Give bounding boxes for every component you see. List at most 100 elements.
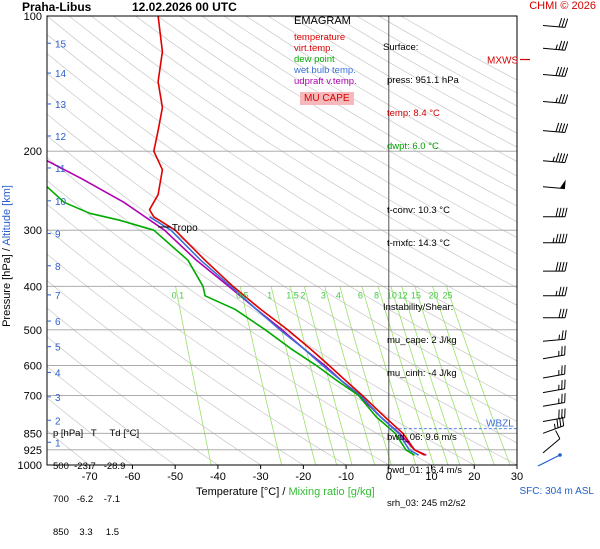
surface-heading: Surface: [383,42,466,53]
wind-barb [543,287,567,296]
barb-full [562,41,565,50]
barb-full [563,346,567,355]
surface-wind-dot [558,453,562,457]
barb-full [559,153,562,162]
barb-full [556,262,558,271]
barb-full [562,287,564,296]
pressure-tick-label: 850 [24,428,42,440]
mixing-ratio-label: 1 [267,290,272,300]
mixing-ratio-line [176,286,212,465]
mixing-ratio-label: 6 [358,290,363,300]
legend-item-updraft: udpraft v.temp. [294,76,380,87]
barb-full [562,18,565,27]
barb-staff [543,355,565,359]
barb-full [561,330,564,339]
barb-full [559,123,562,132]
barb-full [560,346,564,355]
barb-staff [543,402,565,406]
barb-full [563,365,567,374]
barb-full [565,154,568,163]
wind-barb [541,346,566,359]
x-axis-temp-label: Temperature [°C] [196,486,279,498]
dry-adiabat-line [0,16,90,465]
temperature-tick-label: -20 [295,471,311,483]
barb-full [563,393,567,402]
mu-cape-badge: MU CAPE [300,92,354,105]
surface-wind-marker [538,455,560,466]
legend-item-virt-temp: virt.temp. [294,43,380,54]
barb-full [560,409,564,418]
barb-full [556,123,559,132]
altitude-tick-label: 13 [55,100,67,111]
pressure-tick-label: 500 [24,325,42,337]
sfc-elevation-label: SFC: 304 m ASL [520,486,594,497]
temperature-tick-label: -30 [253,471,269,483]
barb-full [556,234,558,243]
barb-staff [543,439,560,453]
altitude-tick-label: 12 [55,132,67,143]
surface-tconv: t-conv: 10.3 °C [383,205,466,216]
mixing-ratio-label: 3 [321,290,326,300]
barb-full [565,94,568,103]
dry-adiabat-line [0,16,133,465]
barb-full [563,380,567,389]
mu-cape-value: mu_cape: 2 J/kg [383,335,466,346]
barb-staff [543,339,565,341]
dry-adiabat-line [0,16,303,465]
barb-full [559,67,562,76]
temperature-tick-label: 20 [468,471,480,483]
barb-full [560,365,564,374]
wind-barb [543,39,568,50]
barb-staff [543,418,565,422]
barb-half [558,351,560,356]
barb-full [556,153,559,162]
altitude-tick-label: 8 [55,262,61,273]
wind-barb [543,66,568,77]
barb-full [556,67,559,76]
pressure-tick-label: 400 [24,281,42,293]
barb-full [562,262,564,271]
surface-press: press: 951.1 hPa [383,75,466,86]
barb-full [562,208,564,217]
stats-panel: Surface: press: 951.1 hPa temp: 8.4 °C d… [383,20,466,520]
legend-item-dew-point: dew point [294,54,380,65]
altitude-tick-label: 10 [55,197,67,208]
barb-full [565,234,567,243]
barb-full [559,234,561,243]
pressure-tick-label: 1000 [18,460,42,472]
barb-full [565,309,567,318]
surface-temp: temp: 8.4 °C [383,108,466,119]
barb-full [560,380,564,389]
barb-full [559,94,562,103]
wind-barb [543,17,568,28]
wind-barb [543,234,567,243]
wind-barb [541,393,566,406]
barb-full [562,234,564,243]
barb-full [559,309,561,318]
barb-full [565,124,568,133]
barb-full [560,394,564,403]
mandatory-row-850: 850 3.3 1.5 [53,527,139,538]
barb-full [555,419,560,428]
altitude-tick-label: 3 [55,393,61,404]
mixing-ratio-line [325,286,375,465]
temperature-tick-label: 30 [511,471,523,483]
tropopause-label: Tropo [172,223,198,234]
pressure-tick-label: 300 [24,225,42,237]
mandatory-levels-table: p [hPa] T Td [°C] 500 -23.7 -28.9 700 -6… [53,406,139,549]
altitude-tick-label: 4 [55,368,61,379]
barb-full [562,123,565,132]
barb-full [565,41,568,50]
barb-full [559,208,561,217]
legend-title: EMAGRAM [294,16,380,27]
barb-full [565,67,568,76]
mixing-ratio-label: 0.5 [236,290,249,300]
mxws-label: MXWS [487,56,518,67]
wind-barb [543,122,568,133]
mandatory-table-header: p [hPa] T Td [°C] [53,428,139,439]
legend-item-wet-bulb: wet bulb temp. [294,65,380,76]
surface-tmxfc: t-mxfc: 14.3 °C [383,238,466,249]
barb-staff [543,426,564,434]
wbzl-label: WBZL [486,419,514,430]
